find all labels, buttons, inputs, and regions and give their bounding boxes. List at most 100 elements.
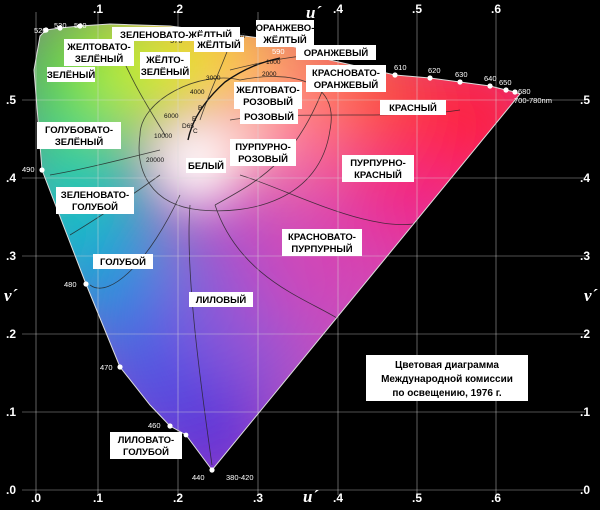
spectral-locus-outline — [33, 23, 521, 471]
wavelength-label-380-420: 380-420 — [226, 473, 254, 482]
wavelength-dot-480 — [83, 281, 89, 287]
v-tick-left-4: .4 — [6, 171, 16, 185]
region-label-box — [189, 292, 253, 307]
wavelength-dot-470 — [117, 364, 123, 370]
u-tick-bottom-5: .5 — [412, 491, 422, 505]
region-label-10: КРАСНЫЙ — [380, 100, 446, 115]
wavelength-label-540: 540 — [74, 21, 87, 30]
wavelength-label-650: 650 — [499, 78, 512, 87]
region-label-text: ЗЕЛЁНЫЙ — [55, 136, 103, 148]
region-label-text: ЖЁЛТЫЙ — [262, 34, 307, 46]
wavelength-dot-650 — [503, 87, 509, 93]
kelvin-label-6000: 6000 — [164, 113, 179, 120]
region-label-text: ГОЛУБОВАТО- — [45, 125, 113, 136]
u-tick-top-1: .1 — [93, 2, 103, 16]
v-axis-label-right: v´ — [584, 286, 599, 305]
wavelength-label-620: 620 — [428, 66, 441, 75]
region-label-text: ЗЕЛЁНЫЙ — [47, 69, 95, 81]
region-label-6: ОРАНЖЕВЫЙ — [296, 45, 376, 60]
region-label-text: ОРАНЖЕВО- — [256, 23, 315, 34]
kelvin-label-1000: 1000 — [266, 59, 281, 66]
v-tick-right-0: .0 — [580, 483, 590, 497]
illuminant-label-b: B — [198, 105, 202, 112]
v-tick-left-1: .1 — [6, 405, 16, 419]
region-label-text: ГОЛУБОЙ — [72, 201, 118, 213]
u-axis-label-top: u´ — [306, 3, 322, 22]
v-tick-right-5: .5 — [580, 93, 590, 107]
region-label-text: ОРАНЖЕВЫЙ — [304, 47, 369, 59]
region-label-text: КРАСНЫЙ — [389, 102, 437, 114]
v-tick-right-2: .2 — [580, 327, 590, 341]
u-tick-top-2: .2 — [173, 2, 183, 16]
region-label-14: БЕЛЫЙ — [186, 158, 226, 173]
region-label-text: ЖЁЛТЫЙ — [196, 39, 241, 51]
u-tick-bottom-6: .6 — [491, 491, 501, 505]
wavelength-dot-540 — [77, 23, 83, 29]
region-label-box — [56, 187, 134, 214]
wavelength-label-680: 680 — [518, 87, 531, 96]
caption-line-1: Цветовая диаграмма — [395, 360, 499, 371]
region-label-text: РОЗОВЫЙ — [238, 153, 288, 165]
region-label-text: ЖЕЛТОВАТО- — [66, 42, 130, 53]
region-label-box — [186, 158, 226, 173]
v-tick-left-2: .2 — [6, 327, 16, 341]
region-label-text: КРАСНЫЙ — [354, 169, 402, 181]
wavelength-label-700-780nm: 700-780nm — [514, 96, 552, 105]
kelvin-label-3000: 3000 — [206, 75, 221, 82]
u-tick-top-6: .6 — [491, 2, 501, 16]
region-label-text: РОЗОВЫЙ — [244, 111, 294, 123]
u-tick-bottom-3: .3 — [253, 491, 263, 505]
kelvin-label-4000: 4000 — [190, 89, 205, 96]
wavelength-dot-620 — [427, 75, 433, 81]
region-label-box — [306, 65, 386, 92]
region-label-text: КРАСНОВАТО- — [288, 232, 356, 243]
region-label-text: БЕЛЫЙ — [188, 160, 224, 172]
planckian-locus — [187, 57, 281, 141]
region-label-16: ЗЕЛЕНОВАТО-ГОЛУБОЙ — [56, 187, 134, 214]
region-label-box — [240, 109, 298, 124]
u-tick-top-5: .5 — [412, 2, 422, 16]
u-tick-bottom-4: .4 — [333, 491, 343, 505]
region-label-12: ГОЛУБОВАТО-ЗЕЛЁНЫЙ — [37, 122, 121, 149]
wavelength-label-520: 520 — [34, 26, 47, 35]
region-label-text: РОЗОВЫЙ — [243, 96, 293, 108]
region-label-box — [282, 229, 362, 256]
u-tick-bottom-0: .0 — [31, 491, 41, 505]
region-label-box — [110, 432, 182, 459]
region-label-text: ЛИЛОВАТО- — [118, 435, 174, 446]
wavelength-dot-490 — [39, 167, 45, 173]
wavelength-label-440: 440 — [192, 473, 205, 482]
caption-line-3: по освещению, 1976 г. — [392, 388, 502, 399]
region-label-text: ГОЛУБОЙ — [123, 446, 169, 458]
region-label-3: ЖЕЛТОВАТО-ЗЕЛЁНЫЙ — [64, 39, 134, 66]
region-label-5: ЖЁЛТО-ЗЕЛЁНЫЙ — [140, 52, 190, 79]
v-tick-left-0: .0 — [6, 483, 16, 497]
region-label-box — [37, 122, 121, 149]
region-label-text: ЖЕЛТОВАТО- — [235, 85, 299, 96]
caption-box — [366, 355, 528, 401]
region-label-2: ОРАНЖЕВО-ЖЁЛТЫЙ — [256, 20, 315, 47]
wavelength-label-640: 640 — [484, 74, 497, 83]
kelvin-label-10000: 10000 — [154, 133, 172, 140]
caption-line-2: Международной комиссии — [381, 374, 513, 385]
wavelength-label-490: 490 — [22, 165, 35, 174]
wavelength-dot-630 — [457, 79, 463, 85]
region-label-box — [93, 254, 153, 269]
region-label-18: ГОЛУБОЙ — [93, 254, 153, 269]
region-label-box — [234, 82, 302, 109]
wavelength-dot-680 — [512, 89, 518, 95]
illuminant-label-d65: D65 — [182, 123, 194, 130]
wavelength-dot-530 — [57, 25, 63, 31]
region-label-15: ПУРПУРНО-КРАСНЫЙ — [342, 155, 414, 182]
wavelength-label-530: 530 — [54, 21, 67, 30]
region-label-text: ПУРПУРНО- — [350, 158, 406, 169]
region-label-text: КРАСНОВАТО- — [312, 68, 380, 79]
region-label-text: ОРАНЖЕВЫЙ — [314, 79, 379, 91]
v-axis-label-left: v´ — [4, 286, 19, 305]
wavelength-dot-520 — [43, 27, 49, 33]
wavelength-label-460: 460 — [148, 421, 161, 430]
region-label-text: ЖЁЛТО- — [145, 55, 184, 66]
region-label-box — [64, 39, 134, 66]
illuminant-label-c: C — [193, 128, 198, 135]
region-label-box — [342, 155, 414, 182]
